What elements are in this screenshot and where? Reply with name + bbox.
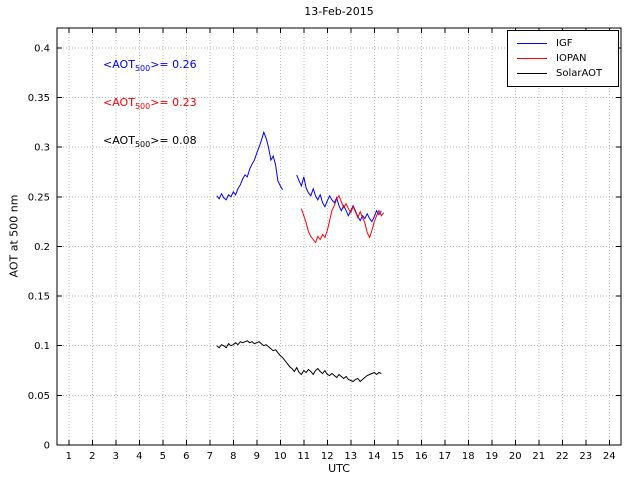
x-axis-label: UTC [328,462,350,475]
series-line-igf [296,174,382,223]
series-line-iopan [300,194,385,244]
x-tick-label: 19 [485,451,498,462]
x-tick-label: 24 [603,451,616,462]
x-tick-label: 14 [368,451,381,462]
y-tick-label: 0.25 [28,192,50,203]
y-tick-label: 0.4 [34,43,50,54]
legend-entry-iopan: IOPAN [508,51,618,66]
y-tick-label: 0.2 [34,242,50,253]
legend-line-sample [517,43,547,44]
mean-annotation-iopan: <AOT500>= 0.23 [103,96,197,111]
x-tick-label: 22 [556,451,569,462]
legend-label: IGF [556,38,573,49]
x-tick-label: 3 [113,451,119,462]
x-tick-label: 7 [207,451,213,462]
x-tick-label: 8 [230,451,236,462]
x-tick-label: 13 [344,451,357,462]
annotation-subscript: 500 [134,102,151,112]
series-line-solaraot [216,340,382,383]
x-tick-label: 2 [89,451,95,462]
annotation-subscript: 500 [134,64,151,74]
x-tick-label: 4 [136,451,142,462]
y-tick-label: 0.05 [28,391,50,402]
legend-label: IOPAN [556,53,587,64]
legend-line-sample [517,58,547,59]
legend-entry-igf: IGF [508,36,618,51]
y-tick-label: 0 [44,441,50,452]
x-tick-label: 1 [66,451,72,462]
series-line-igf [216,130,284,201]
x-tick-label: 10 [274,451,287,462]
axes-box [56,27,622,446]
x-tick-label: 11 [297,451,310,462]
x-tick-label: 12 [321,451,334,462]
annotation-subscript: 500 [134,140,151,150]
x-tick-label: 18 [462,451,475,462]
x-tick-label: 23 [579,451,592,462]
x-tick-label: 16 [415,451,428,462]
legend-entry-solaraot: SolarAOT [508,66,618,81]
x-tick-label: 21 [532,451,545,462]
x-tick-label: 15 [391,451,404,462]
annotation-text: <AOT [103,96,135,109]
chart-title: 13-Feb-2015 [304,5,374,18]
annotation-text: >= 0.26 [150,58,197,71]
y-tick-label: 0.3 [34,143,50,154]
y-tick-label: 0.1 [34,341,50,352]
x-tick-label: 5 [160,451,166,462]
x-tick-label: 6 [183,451,189,462]
annotation-text: <AOT [103,58,135,71]
y-axis-label: AOT at 500 nm [7,194,21,278]
mean-annotation-solaraot: <AOT500>= 0.08 [103,134,197,149]
y-tick-label: 0.35 [28,93,50,104]
y-tick-label: 0.15 [28,292,50,303]
legend-line-sample [517,73,547,74]
x-tick-label: 17 [438,451,451,462]
annotation-text: >= 0.23 [150,96,197,109]
legend: IGF IOPAN SolarAOT [507,30,619,87]
annotation-text: >= 0.08 [150,134,197,147]
x-tick-label: 9 [254,451,260,462]
legend-label: SolarAOT [556,68,603,79]
annotation-text: <AOT [103,134,135,147]
x-tick-label: 20 [509,451,522,462]
mean-annotation-igf: <AOT500>= 0.26 [103,58,197,73]
